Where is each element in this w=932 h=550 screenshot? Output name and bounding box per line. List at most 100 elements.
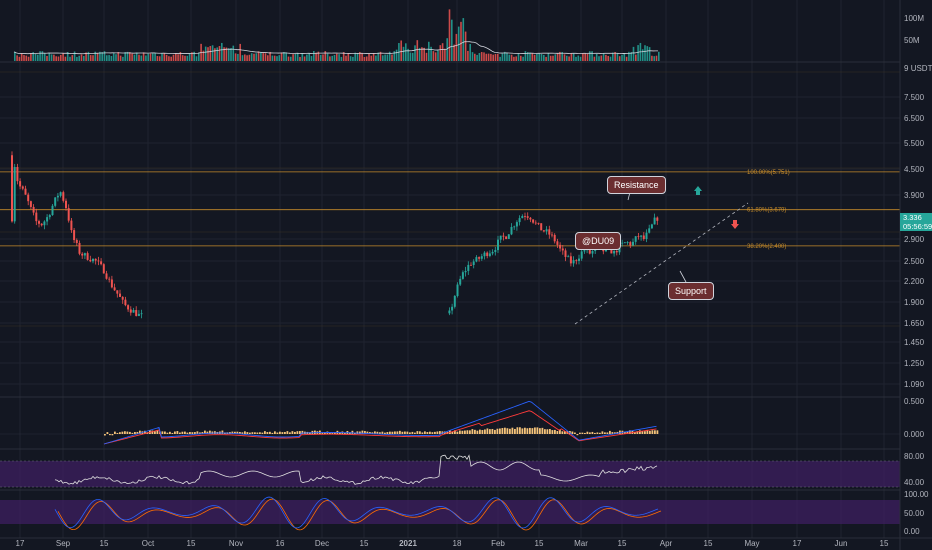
macd-histogram-bar <box>416 431 419 434</box>
volume-bar <box>131 53 133 61</box>
volume-bar <box>536 53 538 61</box>
macd-histogram-bar <box>109 434 111 436</box>
candle-body <box>21 186 24 189</box>
volume-bar <box>322 54 324 61</box>
macd-histogram-bar <box>299 431 301 434</box>
fib-level-label: 61.80%(3.679) <box>747 208 786 214</box>
candle-body <box>29 201 32 207</box>
macd-histogram-bar <box>181 431 184 434</box>
volume-bar <box>276 56 278 61</box>
macd-histogram-bar <box>534 427 536 434</box>
candle-body <box>613 251 616 254</box>
candle-body <box>529 217 532 220</box>
macd-histogram-bar <box>376 431 379 434</box>
volume-bar <box>255 53 258 61</box>
macd-histogram-bar <box>536 427 539 434</box>
volume-bar <box>50 54 53 61</box>
macd-histogram-bar <box>556 431 559 434</box>
macd-histogram-bar <box>586 431 589 434</box>
macd-histogram-bar <box>116 432 119 434</box>
candle-body <box>553 234 556 242</box>
volume-bar <box>566 55 568 61</box>
macd-histogram-bar <box>161 431 164 434</box>
price-label: 1.250 <box>904 359 925 368</box>
volume-bar <box>241 55 244 61</box>
volume-bar <box>92 55 94 61</box>
support-trendline[interactable] <box>574 202 749 325</box>
volume-bar <box>345 55 347 61</box>
time-axis-label: Mar <box>574 539 588 548</box>
volume-bar <box>101 52 103 61</box>
volume-bar <box>469 44 471 61</box>
volume-bar <box>99 51 101 61</box>
macd-histogram-bar <box>479 429 481 434</box>
macd-histogram-bar <box>234 431 236 434</box>
volume-bar <box>485 53 488 61</box>
volume-bar <box>414 45 416 61</box>
candle-body <box>92 258 94 262</box>
volume-bar <box>329 56 331 61</box>
volume-bar <box>60 54 62 61</box>
candle-body <box>569 256 572 264</box>
macd-histogram-bar <box>169 431 171 434</box>
volume-bar <box>216 47 218 61</box>
volume-bar <box>490 53 492 61</box>
price-axis: 9 USDT 7.500 6.500 5.500 4.500 3.900 2.9… <box>904 64 932 389</box>
candle-body <box>51 205 54 216</box>
volume-bar <box>218 46 221 61</box>
volume-bar <box>377 52 379 61</box>
macd-histogram-bar <box>529 427 531 434</box>
macd-histogram-bar <box>564 431 566 434</box>
macd-histogram-bar <box>551 430 554 434</box>
candle-body <box>137 313 140 316</box>
support-callout[interactable]: Support <box>668 282 714 300</box>
volume-bar <box>499 56 501 61</box>
stochastic-rsi-pane <box>0 496 900 531</box>
volume-bar <box>602 53 605 61</box>
macd-histogram-bar <box>451 431 454 434</box>
fibonacci-retracement[interactable]: 100.00%(5.751) 61.80%(3.679) 38.20%(2.400) <box>0 71 900 327</box>
volume-bar <box>418 47 421 61</box>
macd-histogram-bar <box>634 431 636 434</box>
volume-bar <box>405 43 407 61</box>
macd-histogram-bar <box>144 430 146 434</box>
macd-histogram-bar <box>521 428 524 434</box>
macd-histogram-bar <box>284 431 286 434</box>
macd-histogram-bar <box>176 431 179 434</box>
volume-bar <box>379 51 382 61</box>
macd-histogram-bar <box>581 432 584 434</box>
volume-bar <box>520 55 522 61</box>
volume-bar <box>43 53 46 61</box>
candle-body <box>127 305 130 310</box>
volume-bar <box>428 41 430 61</box>
time-axis[interactable]: 17 Sep 15 Oct 15 Nov 16 Dec 15 2021 18 Feb 15 Mar 15 Ap… <box>16 539 889 548</box>
macd-histogram-bar <box>464 430 466 434</box>
macd-histogram-bar <box>486 428 489 434</box>
volume-bar <box>529 52 531 61</box>
macd-histogram-bar <box>191 432 194 434</box>
volume-bar <box>618 56 621 61</box>
volume-bar <box>552 55 554 61</box>
volume-bar <box>18 56 21 61</box>
candle-body <box>116 290 119 294</box>
volume-bar <box>57 56 60 61</box>
macd-histogram-bar <box>459 430 461 434</box>
volume-bar <box>253 53 255 61</box>
macd-histogram-bar <box>424 431 426 434</box>
author-callout[interactable]: @DU09 <box>575 232 622 250</box>
macd-histogram-bar <box>134 431 136 434</box>
volume-axis-label-100m: 100M <box>904 14 924 23</box>
volume-bar <box>359 51 361 61</box>
resistance-callout[interactable]: Resistance <box>607 176 666 194</box>
macd-histogram-bar <box>351 430 354 434</box>
candle-body <box>108 278 111 280</box>
volume-bar <box>246 55 248 61</box>
candle-body <box>564 250 567 257</box>
macd-histogram-bar <box>379 432 381 434</box>
macd-histogram-bar <box>186 432 189 434</box>
candle-body <box>100 261 103 265</box>
time-axis-label: 17 <box>793 539 802 548</box>
volume-bar <box>108 55 110 61</box>
candle-body <box>486 252 489 256</box>
